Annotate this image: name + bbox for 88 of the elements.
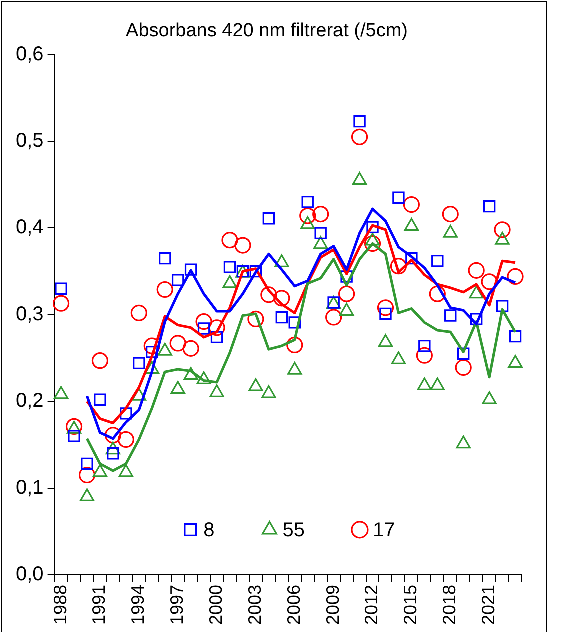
point <box>444 310 457 322</box>
point <box>81 458 94 470</box>
y-tick-label: 0,6 <box>16 43 44 66</box>
point <box>286 336 304 354</box>
point <box>418 340 431 352</box>
point <box>470 313 483 326</box>
x-tick-label: 1988 <box>50 584 70 626</box>
point <box>104 427 122 444</box>
x-tick-label: 2000 <box>206 584 226 626</box>
point <box>170 335 186 352</box>
legend-label: 17 <box>372 519 396 542</box>
point <box>250 265 262 278</box>
point <box>68 430 80 442</box>
point <box>184 264 198 276</box>
x-tick-label: 2003 <box>244 584 265 626</box>
point <box>107 447 120 460</box>
point <box>364 235 382 252</box>
y-tick-label: 0,5 <box>16 130 44 152</box>
point <box>406 252 418 265</box>
point <box>262 212 276 225</box>
point <box>507 268 524 286</box>
x-tick-label: 2015 <box>400 584 421 626</box>
point <box>130 304 148 322</box>
x-tick-label: 2006 <box>284 584 304 626</box>
chart-title: Absorbans 420 nm filtrerat (/5cm) <box>126 20 408 42</box>
x-tick-label: 1997 <box>167 584 188 626</box>
point <box>403 196 420 214</box>
y-tick-label: 0,3 <box>16 303 44 326</box>
point <box>455 359 472 376</box>
point <box>159 252 172 265</box>
point <box>377 300 394 316</box>
point <box>234 237 252 254</box>
point <box>509 330 522 343</box>
point <box>55 282 68 295</box>
point <box>92 352 109 370</box>
point <box>442 206 459 223</box>
y-tick-label: 0,4 <box>16 216 44 239</box>
x-tick-label: 2012 <box>362 584 382 626</box>
point <box>156 281 174 298</box>
point <box>118 431 134 448</box>
point <box>196 314 212 330</box>
x-tick-label: 2009 <box>322 584 343 626</box>
point <box>300 208 316 224</box>
point <box>210 331 224 344</box>
point <box>351 128 368 146</box>
x-tick-label: 1991 <box>89 584 110 626</box>
point <box>326 309 342 326</box>
x-tick-label: 2018 <box>440 584 460 626</box>
point <box>120 408 132 420</box>
y-tick-label: 0,1 <box>16 476 44 499</box>
point <box>366 221 379 234</box>
point <box>432 255 444 268</box>
point <box>392 192 405 204</box>
point <box>52 295 70 312</box>
point <box>208 320 226 336</box>
point <box>416 347 433 364</box>
point <box>94 394 106 406</box>
point <box>288 316 301 329</box>
x-tick-label: 2021 <box>478 584 499 626</box>
point <box>274 290 290 307</box>
x-tick-label: 1994 <box>128 584 148 626</box>
point <box>468 262 485 279</box>
legend-label: 8 <box>204 519 215 542</box>
point <box>260 286 278 304</box>
point <box>276 311 288 324</box>
point <box>302 196 314 208</box>
point <box>457 348 470 360</box>
point <box>248 310 264 328</box>
point <box>483 200 496 213</box>
point <box>182 340 200 357</box>
point <box>354 115 366 128</box>
legend-label: 55 <box>282 519 305 542</box>
point <box>338 286 356 302</box>
point <box>390 258 408 275</box>
point <box>198 322 210 335</box>
point <box>496 300 509 312</box>
point <box>133 357 146 370</box>
point <box>429 286 446 302</box>
point <box>314 227 327 240</box>
point <box>144 338 160 354</box>
point <box>222 232 238 249</box>
point <box>494 222 511 238</box>
point <box>78 466 96 484</box>
point <box>312 206 330 223</box>
point <box>172 274 184 286</box>
point <box>224 261 236 274</box>
y-tick-label: 0,0 <box>16 563 44 586</box>
y-tick-label: 0,2 <box>16 390 44 412</box>
